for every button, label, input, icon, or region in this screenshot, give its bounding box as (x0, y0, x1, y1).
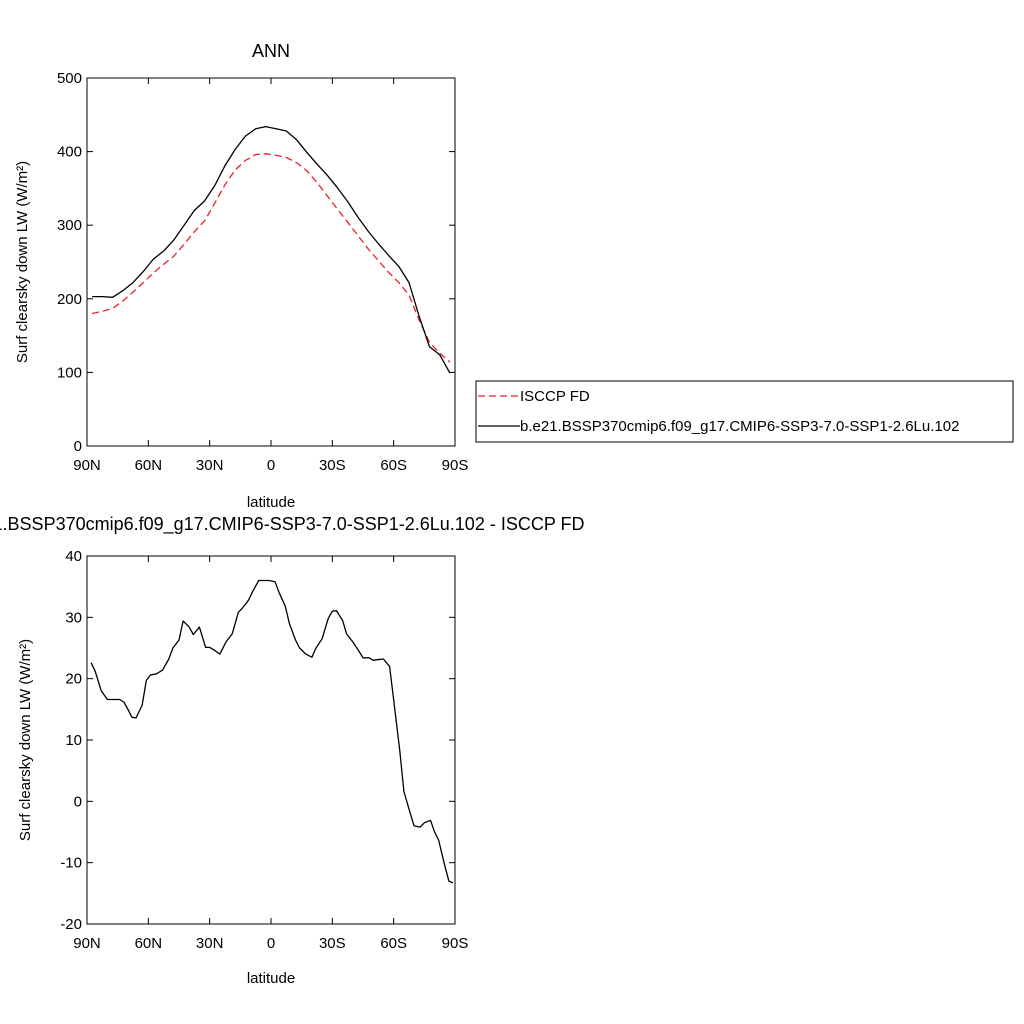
y-tick-label: 40 (65, 548, 82, 565)
top-chart-series (91, 125, 451, 374)
bottom-chart-y-axis-label: Surf clearsky down LW (W/m²) (17, 639, 34, 841)
top-chart-y-axis-label: Surf clearsky down LW (W/m²) (14, 161, 31, 363)
top-chart-y-axis: 0 100 200 300 400 500 (57, 70, 455, 455)
x-tick-label: 90S (442, 457, 469, 474)
y-tick-label: 300 (57, 217, 82, 234)
legend-label-isccp: ISCCP FD (520, 388, 590, 405)
legend: ISCCP FD b.e21.BSSP370cmip6.f09_g17.CMIP… (475, 380, 1014, 443)
bottom-chart-plot-frame (86, 555, 456, 925)
x-tick-label: 30N (196, 935, 224, 952)
x-tick-label: 60S (380, 935, 407, 952)
top-chart-x-axis-label: latitude (247, 494, 295, 511)
series-line-1 (92, 125, 451, 374)
x-tick-label: 0 (267, 935, 275, 952)
bottom-chart-title: b.e21.BSSP370cmip6.f09_g17.CMIP6-SSP3-7.… (0, 514, 585, 535)
x-tick-label: 60N (135, 935, 163, 952)
y-tick-label: 0 (74, 793, 82, 810)
y-tick-label: 0 (74, 438, 82, 455)
y-tick-label: 500 (57, 70, 82, 87)
top-chart-plot-frame (86, 77, 456, 447)
x-tick-label: 30N (196, 457, 224, 474)
bottom-chart: b.e21.BSSP370cmip6.f09_g17.CMIP6-SSP3-7.… (0, 514, 585, 987)
x-tick-label: 30S (319, 935, 346, 952)
x-tick-label: 60S (380, 457, 407, 474)
y-tick-label: 200 (57, 291, 82, 308)
y-tick-label: 100 (57, 364, 82, 381)
x-tick-label: 30S (319, 457, 346, 474)
legend-box (475, 380, 1014, 443)
x-tick-label: 90N (73, 935, 101, 952)
x-tick-label: 90S (442, 935, 469, 952)
y-tick-label: -20 (60, 916, 82, 933)
top-chart-x-axis: 90N 60N 30N 0 30S 60S 90S (73, 78, 468, 474)
bottom-chart-x-axis-label: latitude (247, 970, 295, 987)
top-chart-title: ANN (252, 41, 290, 61)
legend-label-model: b.e21.BSSP370cmip6.f09_g17.CMIP6-SSP3-7.… (520, 418, 959, 435)
y-tick-label: 400 (57, 144, 82, 161)
x-tick-label: 60N (135, 457, 163, 474)
y-tick-label: 30 (65, 609, 82, 626)
bottom-chart-y-axis: -20 -10 0 10 20 30 40 (60, 548, 455, 933)
y-tick-label: 20 (65, 671, 82, 688)
y-tick-label: 10 (65, 732, 82, 749)
top-chart: ANN 0 100 200 300 400 500 90N 60N 30N 0 30S 60S 90S… (14, 41, 468, 511)
x-tick-label: 0 (267, 457, 275, 474)
x-tick-label: 90N (73, 457, 101, 474)
bottom-chart-series (90, 579, 454, 884)
bottom-chart-x-axis: 90N 60N 30N 0 30S 60S 90S (73, 556, 468, 952)
series-line-0 (90, 579, 454, 884)
series-line-0 (91, 153, 451, 363)
y-tick-label: -10 (60, 855, 82, 872)
